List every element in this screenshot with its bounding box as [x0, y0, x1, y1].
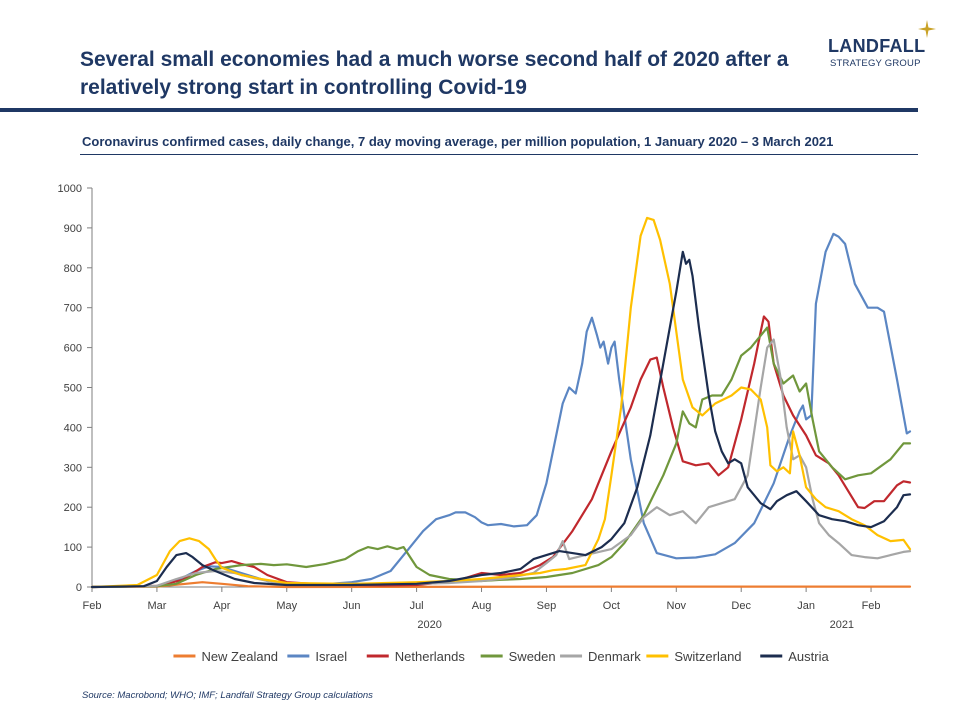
series-line-israel — [90, 232, 912, 589]
legend-label-switzerland: Switzerland — [674, 649, 741, 664]
legend-label-new-zealand: New Zealand — [201, 649, 278, 664]
title-divider — [0, 108, 918, 112]
chart-subtitle: Coronavirus confirmed cases, daily chang… — [82, 134, 834, 149]
y-tick-label: 700 — [64, 303, 82, 315]
y-tick-label: 100 — [64, 542, 82, 554]
y-tick-label: 0 — [76, 582, 82, 594]
x-tick-label: Mar — [147, 600, 166, 612]
chart-legend: New Zealand Israel Netherlands Sweden Denmar… — [173, 649, 829, 664]
y-tick-label: 600 — [64, 343, 82, 355]
y-tick-label: 900 — [64, 223, 82, 235]
series-line-denmark — [90, 338, 912, 589]
series-line-switzerland — [90, 216, 912, 589]
chart-axes: 0 100 200 300 400 500 600 700 800 900 1000 Feb Mar Ap… — [58, 183, 910, 631]
legend-label-netherlands: Netherlands — [395, 649, 466, 664]
x-tick-label: Apr — [213, 600, 230, 612]
series-line-new-zealand — [90, 581, 912, 589]
y-tick-label: 300 — [64, 462, 82, 474]
subtitle-divider — [80, 154, 918, 155]
y-tick-label: 500 — [64, 383, 82, 395]
x-tick-label: Aug — [472, 600, 492, 612]
x-year-label: 2021 — [830, 619, 854, 631]
x-tick-label: Jan — [797, 600, 815, 612]
star-icon — [918, 20, 936, 38]
source-note: Source: Macrobond; WHO; IMF; Landfall St… — [82, 690, 373, 701]
y-tick-label: 1000 — [58, 183, 82, 195]
series-line-sweden — [90, 326, 912, 589]
logo-tagline: STRATEGY GROUP — [830, 58, 921, 69]
x-tick-label: Dec — [731, 600, 751, 612]
logo-wordmark: LANDFALL — [828, 36, 926, 56]
x-year-label: 2020 — [417, 619, 441, 631]
series-line-netherlands — [90, 315, 912, 589]
x-tick-label: Jun — [343, 600, 361, 612]
x-tick-label: Feb — [862, 600, 881, 612]
x-tick-label: Jul — [410, 600, 424, 612]
legend-label-austria: Austria — [788, 649, 829, 664]
landfall-logo: LANDFALL STRATEGY GROUP — [826, 20, 936, 72]
x-tick-label: May — [276, 600, 297, 612]
y-tick-label: 800 — [64, 263, 82, 275]
y-tick-label: 400 — [64, 422, 82, 434]
chart-title: Several small economies had a much worse… — [80, 48, 789, 99]
legend-label-israel: Israel — [315, 649, 347, 664]
y-tick-label: 200 — [64, 502, 82, 514]
legend-label-sweden: Sweden — [509, 649, 556, 664]
x-tick-label: Nov — [667, 600, 687, 612]
x-tick-label: Sep — [537, 600, 557, 612]
chart-series — [90, 216, 912, 589]
series-line-austria — [90, 250, 912, 589]
legend-label-denmark: Denmark — [588, 649, 641, 664]
x-tick-label: Feb — [83, 600, 102, 612]
x-tick-label: Oct — [603, 600, 620, 612]
